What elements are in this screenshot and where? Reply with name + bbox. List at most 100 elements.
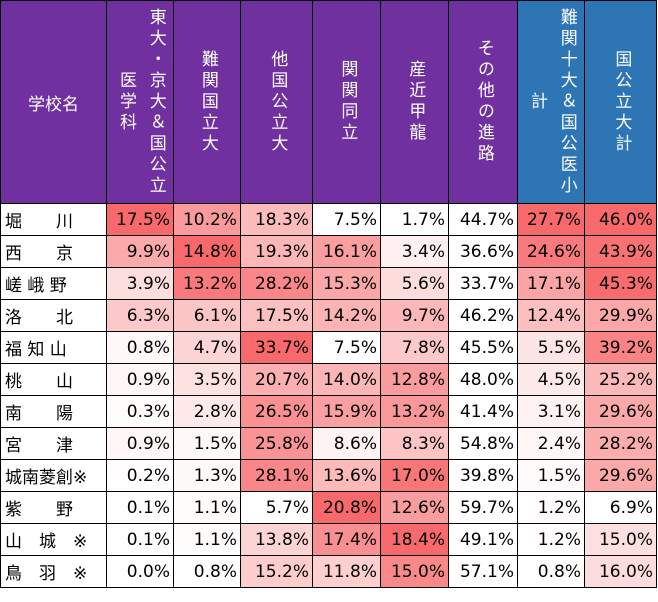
value-cell: 39.8% xyxy=(448,459,518,492)
value-cell: 7.5% xyxy=(312,203,381,236)
value-cell: 1.5% xyxy=(517,459,585,492)
value-cell: 20.8% xyxy=(312,491,381,524)
school-name-cell: 山 城 ※ xyxy=(0,523,107,556)
value-cell: 3.4% xyxy=(380,235,449,268)
value-cell: 59.7% xyxy=(448,491,518,524)
value-cell: 5.6% xyxy=(380,267,449,300)
value-cell: 24.6% xyxy=(517,235,585,268)
value-cell: 28.2% xyxy=(240,267,313,300)
value-cell: 18.4% xyxy=(380,523,449,556)
header-col-0-label: 東大・京大＆国公立医学科 xyxy=(116,7,166,197)
value-cell: 0.8% xyxy=(517,555,585,588)
value-cell: 3.5% xyxy=(173,363,241,396)
value-cell: 6.3% xyxy=(106,299,174,332)
value-cell: 54.8% xyxy=(448,427,518,460)
value-cell: 7.5% xyxy=(312,331,381,364)
value-cell: 15.9% xyxy=(312,395,381,428)
value-cell: 0.8% xyxy=(106,331,174,364)
value-cell: 1.2% xyxy=(517,491,585,524)
value-cell: 16.1% xyxy=(312,235,381,268)
school-name-cell: 西 京 xyxy=(0,235,107,268)
value-cell: 44.7% xyxy=(448,203,518,236)
value-cell: 0.1% xyxy=(106,491,174,524)
value-cell: 6.1% xyxy=(173,299,241,332)
value-cell: 33.7% xyxy=(448,267,518,300)
value-cell: 19.3% xyxy=(240,235,313,268)
table-row: 紫 野 0.1% 1.1% 5.7% 20.8% 12.6% 59.7% 1.2% 6.9% xyxy=(0,491,657,524)
value-cell: 48.0% xyxy=(448,363,518,396)
table-row: 洛 北 6.3% 6.1% 17.5% 14.2% 9.7% 46.2% 12.4% 29.9% xyxy=(0,299,657,332)
value-cell: 0.8% xyxy=(173,555,241,588)
value-cell: 16.0% xyxy=(584,555,657,588)
table-row: 嵯 峨 野 3.9% 13.2% 28.2% 15.3% 5.6% 33.7% 17.1% 45… xyxy=(0,267,657,300)
school-name-cell: 宮 津 xyxy=(0,427,107,460)
header-col-6: 難関十大＆国公医小計 xyxy=(517,0,585,204)
value-cell: 0.9% xyxy=(106,427,174,460)
value-cell: 1.1% xyxy=(173,491,241,524)
value-cell: 10.2% xyxy=(173,203,241,236)
value-cell: 46.0% xyxy=(584,203,657,236)
value-cell: 15.3% xyxy=(312,267,381,300)
value-cell: 20.7% xyxy=(240,363,313,396)
value-cell: 45.5% xyxy=(448,331,518,364)
table-row: 福 知 山 0.8% 4.7% 33.7% 7.5% 7.8% 45.5% 5.5% 39.2% xyxy=(0,331,657,364)
header-col-2-label: 他国公立大 xyxy=(267,49,288,155)
value-cell: 13.6% xyxy=(312,459,381,492)
table-row: 西 京 9.9% 14.8% 19.3% 16.1% 3.4% 36.6% 24.6% 43.9… xyxy=(0,235,657,268)
header-col-5-label: その他の進路 xyxy=(473,39,494,165)
school-name-cell: 洛 北 xyxy=(0,299,107,332)
header-col-4: 産近甲龍 xyxy=(380,0,449,204)
value-cell: 49.1% xyxy=(448,523,518,556)
value-cell: 0.9% xyxy=(106,363,174,396)
value-cell: 13.2% xyxy=(173,267,241,300)
header-col-3-label: 関関同立 xyxy=(337,60,358,144)
value-cell: 2.4% xyxy=(517,427,585,460)
table-row: 城南菱創※ 0.2% 1.3% 28.1% 13.6% 17.0% 39.8% 1.5% 29.… xyxy=(0,459,657,492)
value-cell: 26.5% xyxy=(240,395,313,428)
value-cell: 57.1% xyxy=(448,555,518,588)
value-cell: 29.6% xyxy=(584,459,657,492)
value-cell: 9.7% xyxy=(380,299,449,332)
table-row: 鳥 羽 ※ 0.0% 0.8% 15.2% 11.8% 15.0% 57.1% 0.8% 16.… xyxy=(0,555,657,588)
value-cell: 14.8% xyxy=(173,235,241,268)
table-row: 南 陽 0.3% 2.8% 26.5% 15.9% 13.2% 41.4% 3.1% 29.6% xyxy=(0,395,657,428)
header-school: 学校名 xyxy=(0,0,107,204)
value-cell: 14.0% xyxy=(312,363,381,396)
value-cell: 29.6% xyxy=(584,395,657,428)
value-cell: 17.5% xyxy=(240,299,313,332)
value-cell: 25.8% xyxy=(240,427,313,460)
value-cell: 12.8% xyxy=(380,363,449,396)
value-cell: 13.2% xyxy=(380,395,449,428)
value-cell: 36.6% xyxy=(448,235,518,268)
value-cell: 4.5% xyxy=(517,363,585,396)
header-col-7: 国公立大計 xyxy=(584,0,657,204)
value-cell: 28.1% xyxy=(240,459,313,492)
value-cell: 28.2% xyxy=(584,427,657,460)
value-cell: 0.1% xyxy=(106,523,174,556)
table-row: 山 城 ※ 0.1% 1.1% 13.8% 17.4% 18.4% 49.1% 1.2% 15.… xyxy=(0,523,657,556)
header-col-2: 他国公立大 xyxy=(240,0,313,204)
value-cell: 8.6% xyxy=(312,427,381,460)
results-table: 学校名 東大・京大＆国公立医学科 難関国立大 他国公立大 関関同立 産近甲龍 そ… xyxy=(0,0,657,588)
value-cell: 0.3% xyxy=(106,395,174,428)
header-col-1-label: 難関国立大 xyxy=(197,49,218,155)
value-cell: 1.2% xyxy=(517,523,585,556)
header-row: 学校名 東大・京大＆国公立医学科 難関国立大 他国公立大 関関同立 産近甲龍 そ… xyxy=(0,0,657,204)
value-cell: 39.2% xyxy=(584,331,657,364)
value-cell: 1.5% xyxy=(173,427,241,460)
table-row: 堀 川 17.5% 10.2% 18.3% 7.5% 1.7% 44.7% 27.7% 46.0… xyxy=(0,203,657,236)
value-cell: 17.1% xyxy=(517,267,585,300)
value-cell: 5.5% xyxy=(517,331,585,364)
value-cell: 5.7% xyxy=(240,491,313,524)
value-cell: 15.0% xyxy=(584,523,657,556)
school-name-cell: 桃 山 xyxy=(0,363,107,396)
school-name-cell: 福 知 山 xyxy=(0,331,107,364)
value-cell: 41.4% xyxy=(448,395,518,428)
header-col-7-label: 国公立大計 xyxy=(611,49,632,155)
table-row: 桃 山 0.9% 3.5% 20.7% 14.0% 12.8% 48.0% 4.5% 25.2% xyxy=(0,363,657,396)
value-cell: 25.2% xyxy=(584,363,657,396)
value-cell: 17.5% xyxy=(106,203,174,236)
school-name-cell: 紫 野 xyxy=(0,491,107,524)
value-cell: 0.2% xyxy=(106,459,174,492)
value-cell: 17.4% xyxy=(312,523,381,556)
